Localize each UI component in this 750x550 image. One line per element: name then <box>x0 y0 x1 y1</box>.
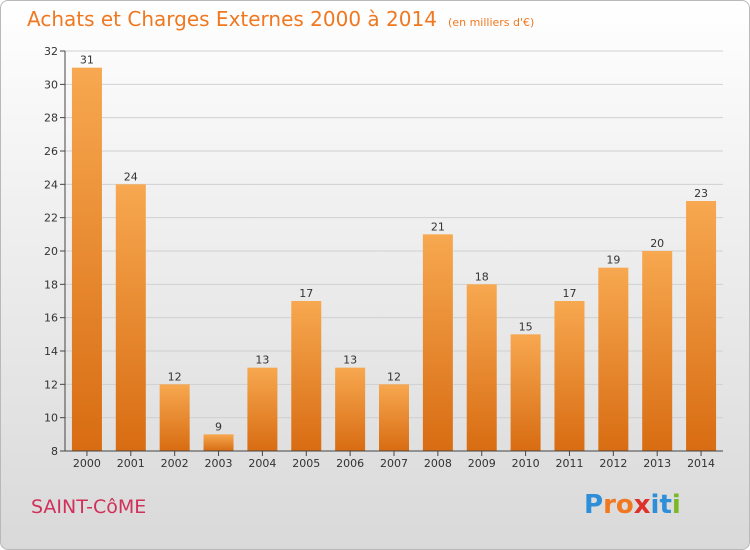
bar <box>159 384 190 451</box>
x-tick-label: 2011 <box>555 457 583 470</box>
y-tick-label: 8 <box>51 445 58 458</box>
bar <box>686 201 717 451</box>
bar-value-label: 17 <box>299 287 313 300</box>
bar <box>291 301 322 451</box>
x-tick-label: 2012 <box>599 457 627 470</box>
commune-name: SAINT-CôME <box>31 496 147 518</box>
x-tick-label: 2001 <box>117 457 145 470</box>
y-tick-label: 32 <box>44 45 58 58</box>
logo-letter: i <box>650 490 660 520</box>
chart-title-block: Achats et Charges Externes 2000 à 2014 (… <box>27 7 534 31</box>
x-tick-label: 2006 <box>336 457 364 470</box>
bar <box>422 234 453 451</box>
logo-letter: i <box>671 490 681 520</box>
bar-chart: 8 10 12 14 16 18 20 22 24 26 28 30 32 31 2000 24 2001 12 2… <box>44 45 723 470</box>
bar-value-label: 17 <box>562 287 576 300</box>
y-tick-label: 20 <box>44 245 58 258</box>
x-tick-label: 2002 <box>161 457 189 470</box>
y-tick-label: 28 <box>44 112 58 125</box>
bar <box>115 184 146 452</box>
x-tick-label: 2009 <box>468 457 496 470</box>
bar-value-label: 31 <box>80 54 94 67</box>
bar-value-label: 23 <box>694 187 708 200</box>
logo-letter: t <box>659 490 672 520</box>
x-tick-label: 2014 <box>687 457 715 470</box>
x-tick-label: 2008 <box>424 457 452 470</box>
x-tick-label: 2007 <box>380 457 408 470</box>
bar <box>554 301 585 451</box>
y-tick-label: 16 <box>44 312 58 325</box>
bar <box>335 367 366 451</box>
x-tick-label: 2013 <box>643 457 671 470</box>
y-tick-label: 18 <box>44 278 58 291</box>
bar-value-label: 13 <box>343 354 357 367</box>
bar <box>510 334 541 451</box>
proxiti-logo[interactable]: Proxiti <box>584 490 681 520</box>
bar <box>598 267 629 451</box>
x-tick-label: 2003 <box>205 457 233 470</box>
x-tick-label: 2010 <box>512 457 540 470</box>
logo-letter: o <box>615 490 634 520</box>
chart-title: Achats et Charges Externes 2000 à 2014 <box>27 7 437 31</box>
bar <box>203 434 234 451</box>
y-tick-label: 24 <box>44 178 58 191</box>
bar-value-label: 20 <box>650 237 664 250</box>
bar-value-label: 9 <box>215 420 222 433</box>
bar-value-label: 12 <box>387 370 401 383</box>
bar-value-label: 12 <box>168 370 182 383</box>
x-tick-label: 2005 <box>292 457 320 470</box>
bar-value-label: 24 <box>124 170 138 183</box>
logo-letter: x <box>633 490 651 520</box>
bar-value-label: 15 <box>519 320 533 333</box>
bar <box>642 251 673 451</box>
logo-letter: r <box>603 490 616 520</box>
bar <box>247 367 278 451</box>
y-tick-label: 30 <box>44 78 58 91</box>
bar <box>379 384 409 451</box>
bar-value-label: 18 <box>475 270 489 283</box>
x-tick-label: 2004 <box>248 457 276 470</box>
y-tick-label: 10 <box>44 412 58 425</box>
bar-value-label: 21 <box>431 220 445 233</box>
bar-value-label: 13 <box>255 354 269 367</box>
logo-letter: P <box>584 490 604 520</box>
bar <box>71 67 102 452</box>
bar-value-label: 19 <box>606 254 620 267</box>
y-tick-label: 14 <box>44 345 58 358</box>
chart-subtitle: (en milliers d'€) <box>448 16 535 29</box>
x-tick-label: 2000 <box>73 457 101 470</box>
y-tick-label: 12 <box>44 378 58 391</box>
bar <box>466 284 497 451</box>
y-tick-label: 26 <box>44 145 58 158</box>
y-tick-label: 22 <box>44 212 58 225</box>
